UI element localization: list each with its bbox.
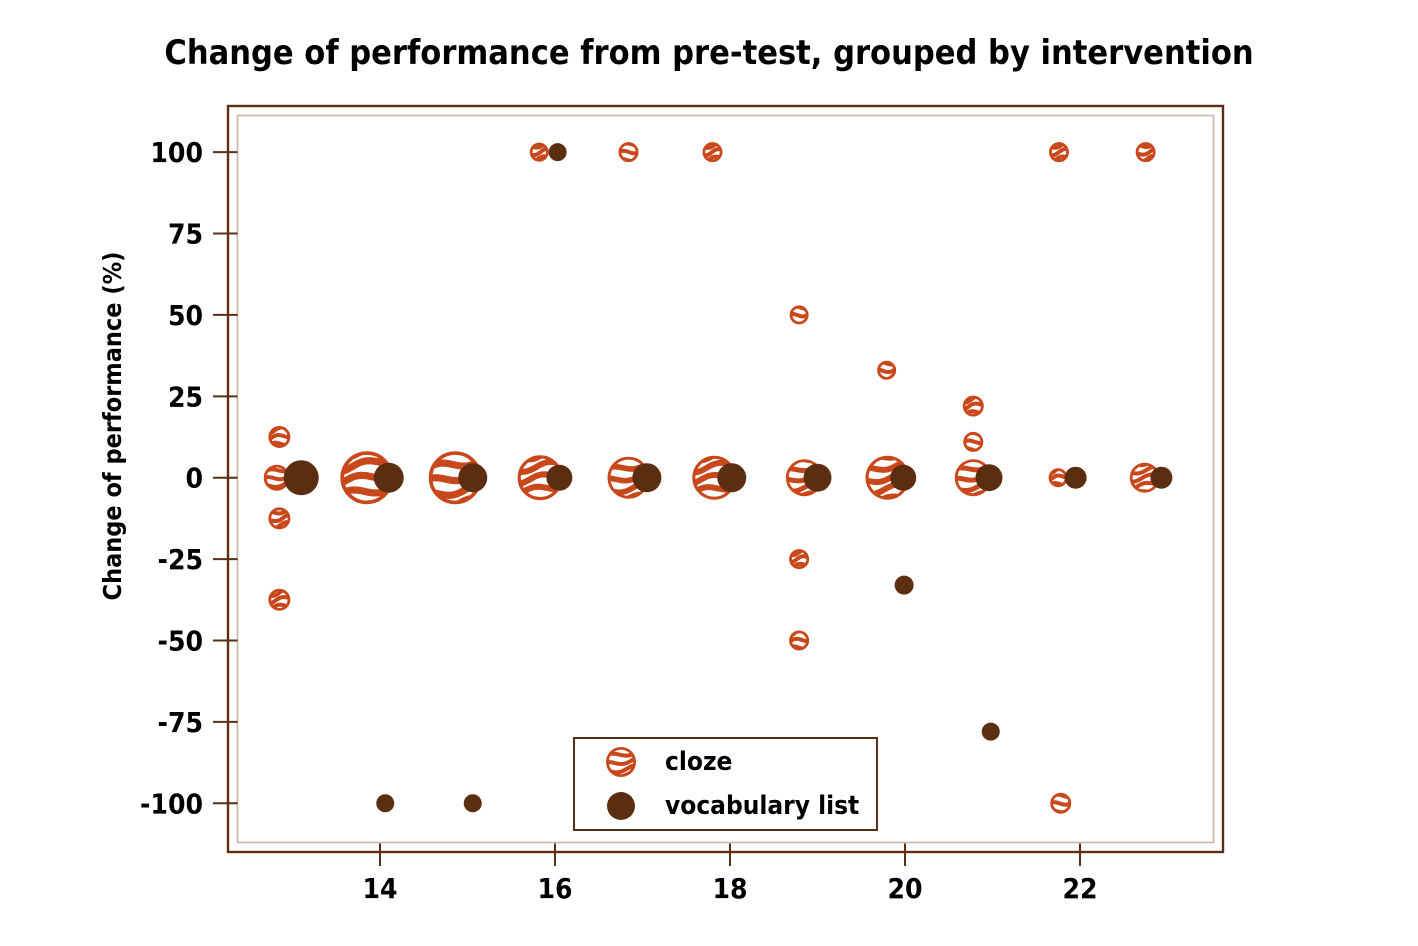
series-vocabulary-list <box>283 143 1173 813</box>
cloze-marker-outline <box>1049 142 1070 163</box>
vocabulary-list-marker <box>463 794 482 813</box>
cloze-marker-icon <box>604 745 638 778</box>
y-tick-label: -75 <box>157 706 203 739</box>
legend-label-vocabulary-list: vocabulary list <box>665 791 860 822</box>
legend: cloze vocabulary list <box>573 737 878 831</box>
cloze-marker-outline <box>605 746 637 777</box>
y-tick-label: 50 <box>168 299 203 332</box>
vocabulary-list-marker <box>1150 466 1173 489</box>
vocabulary-list-marker <box>1064 466 1087 489</box>
cloze-marker <box>1049 791 1073 815</box>
cloze-marker <box>267 587 292 612</box>
cloze-marker-outline <box>268 507 291 530</box>
chart-title: Change of performance from pre-test, gro… <box>164 33 1254 73</box>
cloze-marker-outline <box>618 142 639 163</box>
x-tick-label: 22 <box>1062 872 1097 905</box>
x-tick-label: 16 <box>537 872 572 905</box>
cloze-marker <box>961 394 985 418</box>
cloze-marker <box>701 141 724 163</box>
cloze-marker-outline <box>963 431 984 452</box>
vocabulary-list-marker <box>607 792 635 821</box>
vocabulary-list-marker <box>632 463 662 493</box>
vocabulary-list-marker <box>894 575 914 595</box>
plot-outer-frame <box>226 104 1225 854</box>
vocabulary-list-marker <box>548 143 567 162</box>
cloze-marker <box>788 548 810 570</box>
cloze-marker <box>1134 141 1157 163</box>
cloze-marker-outline <box>268 426 291 449</box>
x-tick-label: 20 <box>887 872 922 905</box>
vocabulary-list-marker <box>975 464 1003 492</box>
y-tick-label: 25 <box>168 380 203 413</box>
vocabulary-list-marker <box>803 463 832 492</box>
vocabulary-list-marker <box>546 464 573 491</box>
vocabulary-list-marker <box>283 460 319 496</box>
vocabulary-list-marker <box>376 794 395 813</box>
cloze-marker <box>1048 141 1070 163</box>
cloze-marker-outline <box>789 305 809 325</box>
vocabulary-list-marker <box>373 462 404 493</box>
cloze-marker-outline <box>529 142 549 162</box>
cloze-marker <box>962 431 985 453</box>
vocabulary-list-marker <box>890 464 917 491</box>
cloze-marker <box>267 425 292 449</box>
x-axis-ticks: 14 16 18 20 22 <box>362 843 1098 905</box>
vocabulary-list-marker <box>717 463 747 493</box>
cloze-marker <box>267 506 292 531</box>
cloze-marker <box>788 629 810 652</box>
cloze-marker-outline <box>268 588 291 611</box>
cloze-marker-outline <box>789 630 810 651</box>
x-tick-label: 14 <box>362 872 397 905</box>
y-tick-label: 75 <box>168 218 203 251</box>
cloze-marker-outline <box>789 549 810 570</box>
cloze-marker <box>617 141 640 163</box>
y-tick-label: -50 <box>157 624 203 657</box>
y-tick-label: -100 <box>140 787 203 820</box>
vocabulary-list-marker <box>981 722 1000 741</box>
y-tick-label: -25 <box>157 543 203 576</box>
cloze-marker-outline <box>877 360 897 380</box>
legend-label-cloze: cloze <box>665 746 733 777</box>
y-tick-label: 0 <box>185 462 203 495</box>
cloze-marker-outline <box>702 142 723 163</box>
x-tick-label: 18 <box>712 872 747 905</box>
cloze-marker-outline <box>962 395 984 417</box>
y-axis-ticks: 100 75 50 25 0 -25 -50 -75 -100 <box>140 136 238 820</box>
plot-inner-frame <box>236 114 1215 844</box>
legend-row-cloze: cloze <box>599 740 876 784</box>
y-tick-label: 100 <box>150 136 203 169</box>
cloze-marker-outline <box>1050 792 1072 814</box>
cloze-marker-outline <box>1135 142 1156 163</box>
vocabulary-list-marker <box>458 463 488 493</box>
legend-row-vocabulary-list: vocabulary list <box>599 784 876 828</box>
vocabulary-list-marker-icon <box>607 792 635 821</box>
